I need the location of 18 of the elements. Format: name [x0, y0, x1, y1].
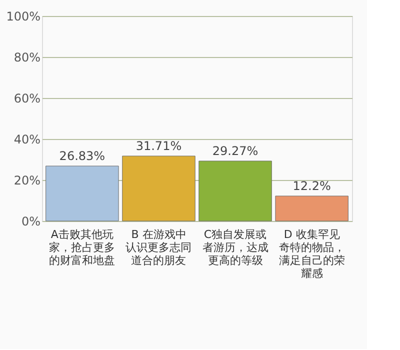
data-label: 29.27%	[212, 144, 258, 158]
bar	[275, 196, 348, 222]
y-tick-label: 0%	[21, 214, 40, 228]
bar	[122, 156, 196, 222]
y-tick-label: 80%	[14, 50, 40, 64]
x-tick-label: A击败其他玩家，抢占更多的财富和地盘	[49, 228, 116, 267]
data-label: 31.71%	[136, 138, 182, 153]
bar	[46, 166, 119, 222]
x-tick-label: C独自发展或者游历，达成更高的等级	[202, 228, 268, 267]
x-tick-label: D 收集罕见奇特的物品，满足自己的荣耀感	[278, 228, 345, 280]
bar	[198, 160, 272, 222]
y-tick-label: 60%	[14, 92, 40, 106]
y-tick-label: 40%	[14, 132, 40, 146]
y-tick-label: 100%	[6, 10, 40, 24]
y-tick-label: 20%	[14, 174, 40, 188]
data-label: 12.2%	[292, 178, 331, 193]
data-label: 26.83%	[59, 149, 106, 163]
x-tick-label: B 在游戏中认识更多志同道合的朋友	[126, 228, 192, 267]
